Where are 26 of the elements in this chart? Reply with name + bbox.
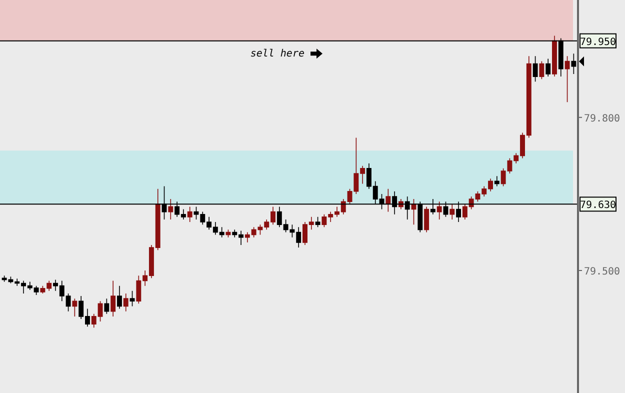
candlestick <box>539 60 544 80</box>
y-tick-label: 79.800 <box>584 113 620 124</box>
ref-line-label: 79.630 <box>580 200 616 212</box>
candlestick <box>315 216 320 228</box>
candlestick <box>571 53 576 74</box>
candlestick <box>123 293 128 312</box>
candlestick <box>546 58 551 77</box>
candlestick <box>552 35 557 77</box>
candlestick <box>116 285 122 310</box>
candlestick <box>110 280 116 317</box>
candlestick <box>130 290 135 307</box>
candlestick <box>450 204 455 220</box>
candlestick <box>168 198 174 220</box>
candlestick <box>494 176 500 187</box>
ref-line-label: 79.950 <box>580 36 616 48</box>
candlestick <box>532 56 538 82</box>
candlestick <box>386 188 391 212</box>
candlestick <box>436 201 442 220</box>
candlestick <box>187 206 192 222</box>
y-tick-label: 79.500 <box>584 266 620 278</box>
candlestick <box>226 229 231 238</box>
candlestick <box>424 206 430 233</box>
candlestick <box>564 56 570 102</box>
annotation: sell here <box>250 48 305 60</box>
candlestick <box>72 298 78 317</box>
candlestick <box>104 298 110 314</box>
